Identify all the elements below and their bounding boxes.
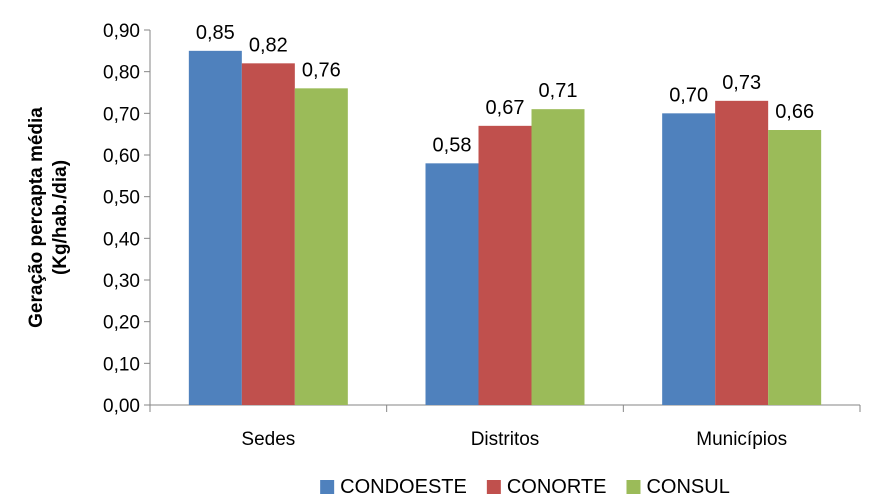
legend-swatch xyxy=(486,480,501,494)
y-tick-label: 0,80 xyxy=(103,63,140,84)
data-label: 0,58 xyxy=(433,134,472,156)
data-labels: 0,85 0,82 0,76 0,58 0,67 0,71 0,70 0,73 0,66 xyxy=(196,22,814,156)
x-tick-label: Municípios xyxy=(696,429,787,450)
bar xyxy=(531,109,585,406)
legend: CONDOESTE CONORTE CONSUL xyxy=(320,476,730,498)
bar xyxy=(478,125,532,405)
data-label: 0,71 xyxy=(539,80,578,102)
y-tick-label: 0,90 xyxy=(103,21,140,42)
bar xyxy=(425,163,479,405)
y-tick-label: 0,10 xyxy=(103,354,140,375)
y-tick-label: 0,20 xyxy=(103,313,140,334)
bar xyxy=(768,130,822,405)
y-tick-label: 0,00 xyxy=(103,396,140,417)
x-axis: Sedes Distritos Municípios xyxy=(149,404,861,450)
y-tick-label: 0,60 xyxy=(103,146,140,167)
y-tick-label: 0,50 xyxy=(103,188,140,209)
y-axis-title-line: Geração percapta média xyxy=(26,107,47,328)
bar xyxy=(715,100,769,405)
legend-label: CONSUL xyxy=(646,476,729,498)
data-label: 0,76 xyxy=(302,59,341,81)
data-label: 0,66 xyxy=(775,101,814,123)
data-label: 0,70 xyxy=(669,84,708,106)
y-axis-title: Geração percapta média (Kg/hab./dia) xyxy=(26,107,71,328)
y-tick-label: 0,70 xyxy=(103,104,140,125)
bar xyxy=(662,113,716,405)
data-label: 0,73 xyxy=(722,72,761,94)
legend-label: CONORTE xyxy=(507,476,607,498)
bars xyxy=(188,50,822,406)
data-label: 0,82 xyxy=(249,34,288,56)
bar xyxy=(241,63,295,405)
legend-swatch xyxy=(320,480,335,494)
bar xyxy=(294,88,348,405)
x-tick-label: Distritos xyxy=(471,429,540,450)
data-label: 0,67 xyxy=(486,97,525,119)
y-tick-label: 0,40 xyxy=(103,229,140,250)
y-axis-title-line: (Kg/hab./dia) xyxy=(50,160,71,275)
bar xyxy=(188,50,242,405)
data-label: 0,85 xyxy=(196,22,235,44)
x-tick-label: Sedes xyxy=(241,429,295,450)
legend-swatch xyxy=(626,480,641,494)
y-tick-label: 0,30 xyxy=(103,271,140,292)
y-axis: 0,00 0,10 0,20 0,30 0,40 0,50 0,60 0,70 0,80 0,90 xyxy=(103,21,151,417)
legend-label: CONDOESTE xyxy=(340,476,467,498)
